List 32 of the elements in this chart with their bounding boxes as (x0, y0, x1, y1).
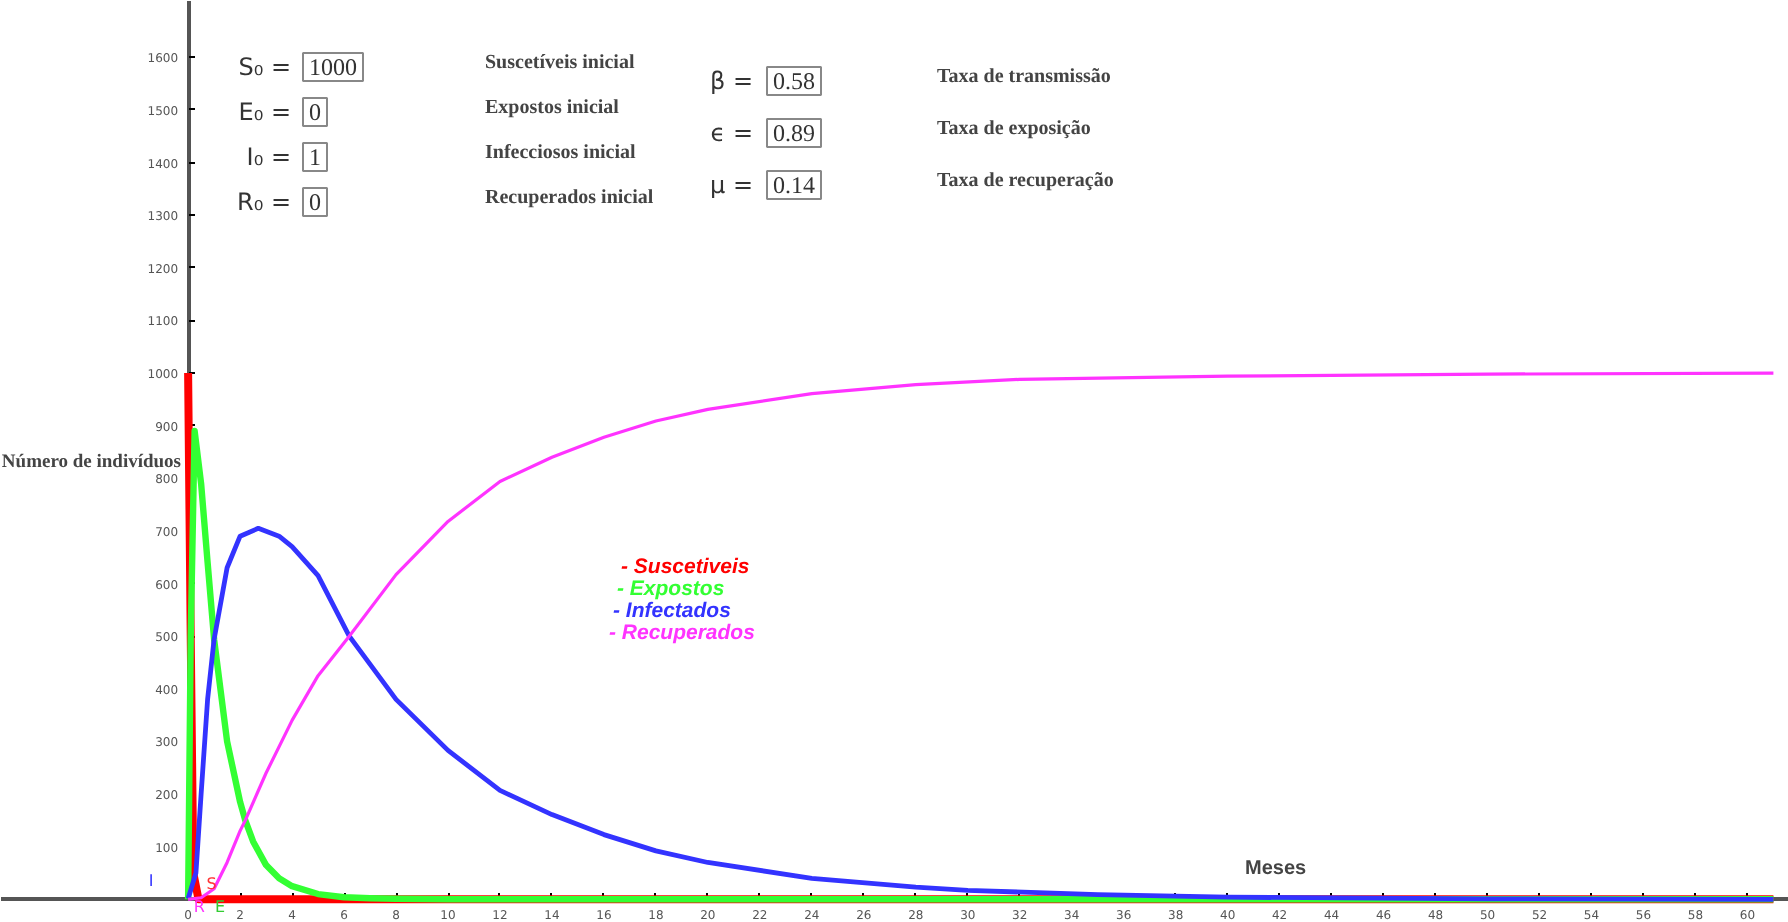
annotation: Expostos inicial (485, 97, 620, 119)
annotation: E₀ = (238, 98, 292, 126)
annotation: 0.89 (773, 119, 815, 147)
annotation: Recuperados inicial (485, 187, 654, 209)
annotation: 0 (309, 188, 321, 216)
annotation: 1 (309, 143, 321, 171)
x-axis-title: Meses (1245, 858, 1308, 880)
annotation: 0.58 (773, 67, 815, 95)
annotation: Taxa de transmissão (937, 66, 1111, 88)
annotation: S₀ = (238, 53, 291, 81)
line-series (185, 525, 1776, 902)
y-axis-title: Número de indivíduos (1, 453, 182, 473)
text: - Suscetiveis (621, 555, 750, 579)
annotation: R₀ = (236, 188, 292, 216)
text: - Expostos (617, 577, 725, 601)
text: - Infectados (613, 599, 732, 623)
annotation: I (148, 872, 154, 890)
annotation: E (215, 898, 226, 917)
annotation: 1000 (309, 53, 357, 81)
annotation: 0 (309, 98, 321, 126)
annotation: R (193, 898, 206, 917)
annotation: μ = (709, 171, 754, 199)
annotation: ϵ = (710, 119, 754, 147)
annotation: Infecciosos inicial (485, 142, 636, 164)
annotation: Taxa de recuperação (937, 170, 1114, 192)
annotation: I₀ = (246, 143, 291, 171)
text: - Recuperados (609, 621, 756, 645)
annotation: β = (709, 67, 754, 95)
annotation: Suscetíveis inicial (485, 52, 635, 74)
annotation: S (206, 874, 217, 893)
annotation: 0.14 (773, 171, 815, 199)
annotation: Taxa de exposição (937, 118, 1091, 140)
